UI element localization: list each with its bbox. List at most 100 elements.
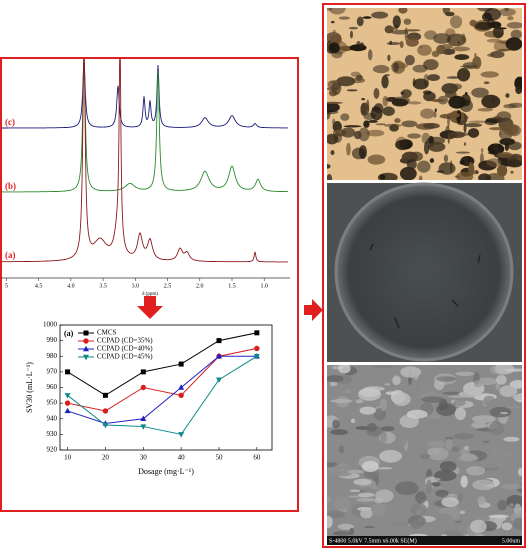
grain	[415, 491, 427, 504]
dark-spot	[403, 18, 412, 25]
spectrum-label: (b)	[5, 181, 16, 191]
marker	[64, 407, 71, 414]
grain	[426, 479, 432, 494]
dark-spot	[381, 75, 389, 89]
marker	[216, 377, 222, 383]
dark-spot	[358, 127, 370, 142]
grain	[473, 380, 482, 388]
left-frame	[0, 57, 299, 512]
dark-spot	[481, 94, 501, 109]
dark-spot	[336, 76, 356, 87]
dark-spot	[490, 50, 505, 59]
dark-spot	[368, 119, 378, 123]
grain	[457, 492, 463, 502]
grain	[453, 398, 466, 407]
dark-spot	[497, 152, 513, 158]
grain	[379, 398, 388, 411]
dark-spot	[395, 139, 412, 150]
dark-spot	[506, 159, 522, 168]
legend-label: CCPAD (CD=45%)	[97, 353, 153, 361]
dark-spot	[457, 41, 460, 44]
dark-spot	[483, 81, 490, 85]
grain	[338, 365, 351, 374]
dark-spot	[445, 11, 455, 17]
dark-spot	[475, 169, 479, 175]
grain	[512, 517, 522, 530]
dark-spot	[506, 21, 522, 29]
dark-spot	[375, 123, 386, 126]
grain	[501, 522, 513, 531]
grain	[497, 499, 508, 511]
grain	[410, 503, 427, 516]
grain	[454, 520, 462, 524]
grain	[420, 381, 435, 393]
grain	[499, 411, 509, 415]
dark-spot	[467, 128, 480, 138]
grain	[488, 421, 505, 436]
dark-spot	[338, 16, 351, 20]
marker	[140, 369, 146, 375]
dark-spot	[459, 65, 478, 68]
grain	[337, 523, 354, 530]
grain	[490, 448, 512, 460]
grain	[373, 365, 394, 369]
dark-spot	[431, 50, 440, 58]
dark-spot	[424, 30, 437, 40]
grain	[494, 365, 515, 375]
dark-spot	[360, 102, 370, 116]
grain	[445, 436, 454, 441]
dark-spot	[463, 142, 467, 146]
dark-spot	[382, 106, 395, 117]
grain	[427, 440, 445, 449]
grain	[439, 461, 457, 472]
dark-spot	[339, 45, 353, 52]
dark-spot	[382, 95, 389, 107]
grain	[353, 478, 372, 486]
legend-label: CCPAD (CD=35%)	[97, 337, 153, 345]
grain	[356, 498, 377, 502]
dark-spot	[406, 159, 417, 170]
dark-spot	[484, 8, 502, 21]
marker	[253, 354, 260, 360]
dark-spot	[417, 160, 431, 173]
grain	[384, 383, 391, 386]
legend-marker	[83, 330, 89, 336]
grain	[329, 381, 338, 387]
dark-spot	[442, 48, 456, 55]
dark-spot	[427, 74, 440, 81]
grain	[499, 385, 518, 397]
grain	[483, 395, 496, 406]
marker	[64, 393, 71, 399]
grain	[449, 506, 461, 520]
down-arrow	[137, 296, 163, 319]
marker	[216, 338, 222, 344]
dark-spot	[399, 40, 404, 49]
dark-spot	[496, 164, 508, 177]
grain	[433, 477, 441, 481]
marker	[178, 361, 184, 367]
x-tick-label: 4.5	[35, 283, 43, 289]
grain	[435, 489, 449, 498]
grain	[413, 372, 419, 381]
grain	[360, 508, 373, 519]
dark-spot	[451, 83, 463, 90]
grain	[504, 368, 522, 372]
dark-spot	[343, 125, 362, 128]
dark-spot	[469, 19, 477, 27]
dark-spot	[489, 127, 505, 131]
marker	[140, 424, 147, 430]
dark-spot	[392, 15, 401, 28]
dark-spot	[486, 158, 502, 167]
legend-marker	[83, 345, 89, 352]
dark-spot	[507, 16, 514, 21]
dark-spot	[492, 26, 504, 39]
grain	[350, 418, 356, 424]
dark-spot	[412, 64, 428, 73]
dark-spot	[464, 123, 483, 128]
marker	[178, 384, 185, 390]
grain	[512, 394, 522, 400]
grain	[398, 398, 407, 402]
marker	[140, 384, 146, 391]
dark-spot	[420, 108, 435, 119]
marker	[65, 369, 71, 375]
